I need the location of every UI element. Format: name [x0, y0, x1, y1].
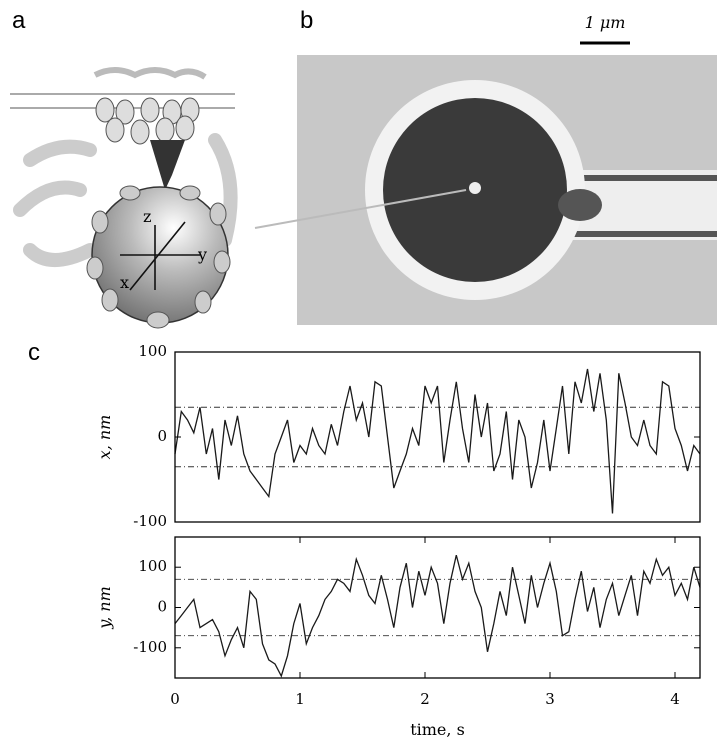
- y-tick-label: 0: [157, 427, 167, 445]
- y-tick-label: 0: [157, 598, 167, 616]
- x-tick-label: 1: [295, 690, 305, 708]
- bead-axis-label: z: [143, 207, 151, 226]
- y-tick-label: 100: [138, 557, 167, 575]
- panel-label: a: [12, 7, 26, 34]
- y-axis-label: x, nm: [95, 415, 114, 460]
- x-tick-label: 0: [170, 690, 180, 708]
- y-axis-label: y, nm: [95, 586, 114, 630]
- plot-frame: [174, 351, 701, 523]
- panel-label: c: [28, 339, 40, 366]
- bead-axis-label: x: [120, 273, 129, 292]
- bead-axis-label: y: [197, 245, 207, 264]
- x-tick-label: 4: [670, 690, 680, 708]
- panel-b-micrograph: [254, 41, 717, 325]
- scale-bar-label: 1 μm: [585, 13, 626, 32]
- y-tick-label: -100: [133, 638, 167, 656]
- data-line: [174, 368, 701, 514]
- y-tick-label: -100: [133, 512, 167, 530]
- data-line: [174, 554, 701, 678]
- panel-label: b: [300, 7, 313, 34]
- panel-a-illustration: [10, 67, 238, 329]
- x-tick-label: 2: [420, 690, 430, 708]
- x-tick-label: 3: [545, 690, 555, 708]
- x-axis-label: time, s: [410, 720, 465, 739]
- y-tick-label: 100: [138, 342, 167, 360]
